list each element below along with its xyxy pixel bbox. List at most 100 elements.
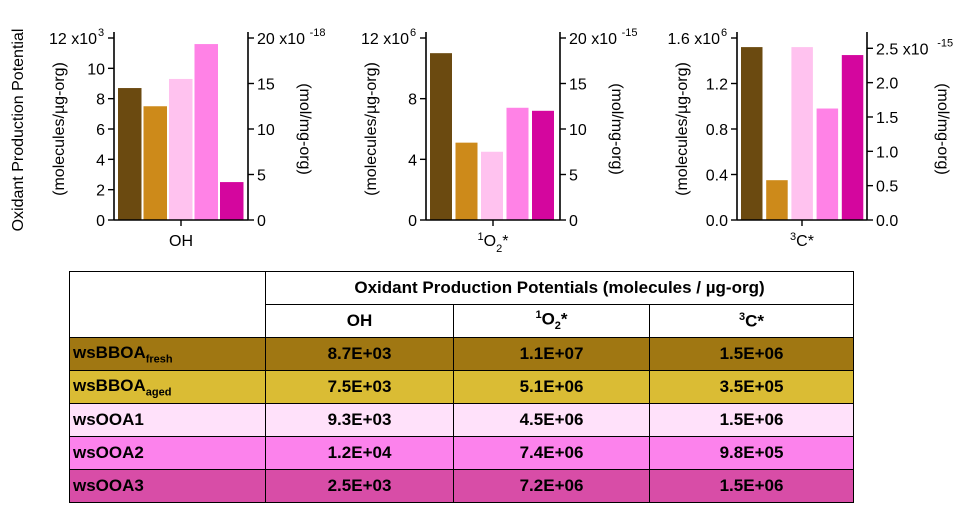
column-header-text: C* [745, 311, 765, 331]
left-tick-label: 1.2 [706, 77, 728, 94]
table-cell: 1.1E+07 [453, 337, 650, 371]
chart-panel-3: 0.0 0.4 0.8 1.2 1.6 x10 6 0.0 0.5 1.0 1.5 2.0 2.5 x… [668, 27, 954, 250]
left-tick-label: 8 [96, 92, 105, 109]
left-tick-label: 0.0 [706, 213, 728, 230]
left-tick-label: 8 [408, 92, 417, 109]
row-label: wsOOA3 [69, 469, 266, 503]
left-tick-label: 10 [87, 61, 105, 78]
row-label: wsOOA2 [69, 436, 266, 470]
table-row: wsOOA3 2.5E+03 7.2E+06 1.5E+06 [69, 469, 854, 503]
bar-wsBBOAfresh [741, 47, 763, 220]
category-label: 1O2* [478, 231, 509, 255]
table-cell: 9.8E+05 [649, 436, 854, 470]
category-label-base: O [484, 233, 496, 250]
table-body: wsBBOAfresh 8.7E+03 1.1E+07 1.5E+06 wsBBOAag… [69, 337, 854, 503]
bar-wsBBOAfresh [118, 88, 142, 220]
left-axis-title: (molecules/µg-org) [363, 62, 380, 196]
left-tick-label: 0 [408, 213, 417, 230]
right-tick-label: 10 [257, 122, 275, 139]
column-header: 3C* [649, 304, 854, 338]
right-tick-label: 2.5 x10 [876, 41, 929, 58]
right-tick-label: 20 x10 [569, 31, 617, 48]
bar-wsOOA1 [791, 47, 813, 220]
category-label-base: C* [796, 233, 814, 250]
table-corner-cell [69, 271, 266, 338]
table-cell: 7.2E+06 [453, 469, 650, 503]
table-row: wsBBOAfresh 8.7E+03 1.1E+07 1.5E+06 [69, 337, 854, 371]
bar-wsBBOAaged [766, 180, 788, 220]
left-axis-exponent: 6 [410, 27, 416, 39]
row-label: wsBBOAaged [69, 370, 266, 404]
table-header-title: Oxidant Production Potentials (molecules… [265, 271, 854, 305]
right-tick-label: 15 [569, 77, 587, 94]
row-label-sub: fresh [145, 353, 173, 366]
category-label-post: * [502, 233, 508, 250]
right-axis-exponent: -15 [937, 37, 953, 49]
oxidant-production-table: Oxidant Production Potentials (molecules… [69, 271, 854, 503]
bar-wsOOA1 [481, 151, 503, 220]
row-label: wsBBOAfresh [69, 337, 266, 371]
bar-wsBBOAaged [143, 106, 167, 220]
right-tick-label: 1.0 [876, 144, 898, 161]
row-label-text: wsBBOA [73, 342, 146, 362]
charts-area: Oxidant Production Potential 0 2 4 6 8 10 12 x… [10, 27, 954, 255]
right-tick-label: 10 [569, 122, 587, 139]
table-cell: 1.5E+06 [649, 469, 854, 503]
column-header-text: OH [346, 311, 373, 330]
right-tick-label: 20 x10 [257, 31, 305, 48]
left-tick-label: 12 x10 [49, 31, 97, 48]
left-tick-label: 4 [96, 152, 105, 169]
column-header-sup: 1 [535, 309, 542, 322]
left-axis-title: (molecules/µg-org) [674, 62, 691, 196]
category-label-sub: 2 [496, 243, 502, 255]
right-tick-label: 0.0 [876, 213, 898, 230]
right-axis-title: (mol/mg-org) [608, 83, 625, 175]
left-tick-label: 0.4 [706, 168, 728, 185]
left-tick-label: 0.8 [706, 122, 728, 139]
left-tick-label: 4 [408, 152, 417, 169]
bar-wsOOA2 [194, 44, 218, 220]
bar-wsOOA3 [841, 55, 864, 220]
row-label-text: wsOOA1 [73, 410, 144, 429]
table-cell: 2.5E+03 [265, 469, 454, 503]
left-tick-label: 6 [96, 122, 105, 139]
row-label-text: wsOOA2 [73, 443, 144, 462]
bar-wsBBOAaged [455, 142, 478, 220]
table-cell: 8.7E+03 [265, 337, 454, 371]
column-header-sub: 2 [554, 320, 561, 333]
table-cell: 1.5E+06 [649, 337, 854, 371]
right-axis-title: (mol/mg-org) [934, 83, 951, 175]
bar-wsOOA2 [506, 107, 529, 220]
right-tick-label: 2.0 [876, 76, 898, 93]
right-axis-title: (mol/mg-org) [296, 83, 313, 175]
column-header-star: * [560, 310, 568, 330]
table-cell: 4.5E+06 [453, 403, 650, 437]
right-tick-label: 5 [257, 168, 266, 185]
bar-wsOOA1 [169, 78, 193, 220]
column-header: OH [265, 304, 454, 338]
table-cell: 9.3E+03 [265, 403, 454, 437]
left-axis-exponent: 6 [721, 27, 727, 39]
right-tick-label: 0.5 [876, 179, 898, 196]
left-tick-label: 2 [96, 183, 105, 200]
table-cell: 7.4E+06 [453, 436, 650, 470]
row-label-sub: aged [145, 386, 172, 399]
row-label: wsOOA1 [69, 403, 266, 437]
table-title-row: Oxidant Production Potentials (molecules… [69, 271, 854, 338]
bar-wsOOA3 [220, 182, 244, 220]
right-tick-label: 0 [257, 213, 266, 230]
table-cell: 7.5E+03 [265, 370, 454, 404]
table-cell: 1.2E+04 [265, 436, 454, 470]
column-header: 1O2* [453, 304, 650, 338]
bar-wsOOA3 [532, 110, 554, 220]
bar-wsOOA2 [816, 108, 839, 220]
left-axis-title: (molecules/µg-org) [51, 62, 68, 196]
figure-y-axis-title: Oxidant Production Potential [10, 29, 27, 232]
category-label-sup: 3 [790, 231, 796, 243]
category-label: 3C* [790, 231, 814, 250]
right-tick-label: 1.5 [876, 110, 898, 127]
right-axis-exponent: -15 [622, 27, 638, 39]
table-cell: 1.5E+06 [649, 403, 854, 437]
left-tick-label: 0 [96, 213, 105, 230]
chart-panel-2: 0 4 8 12 x10 6 0 5 10 15 20 x10 -15 (molecules/µg-o… [361, 27, 638, 255]
